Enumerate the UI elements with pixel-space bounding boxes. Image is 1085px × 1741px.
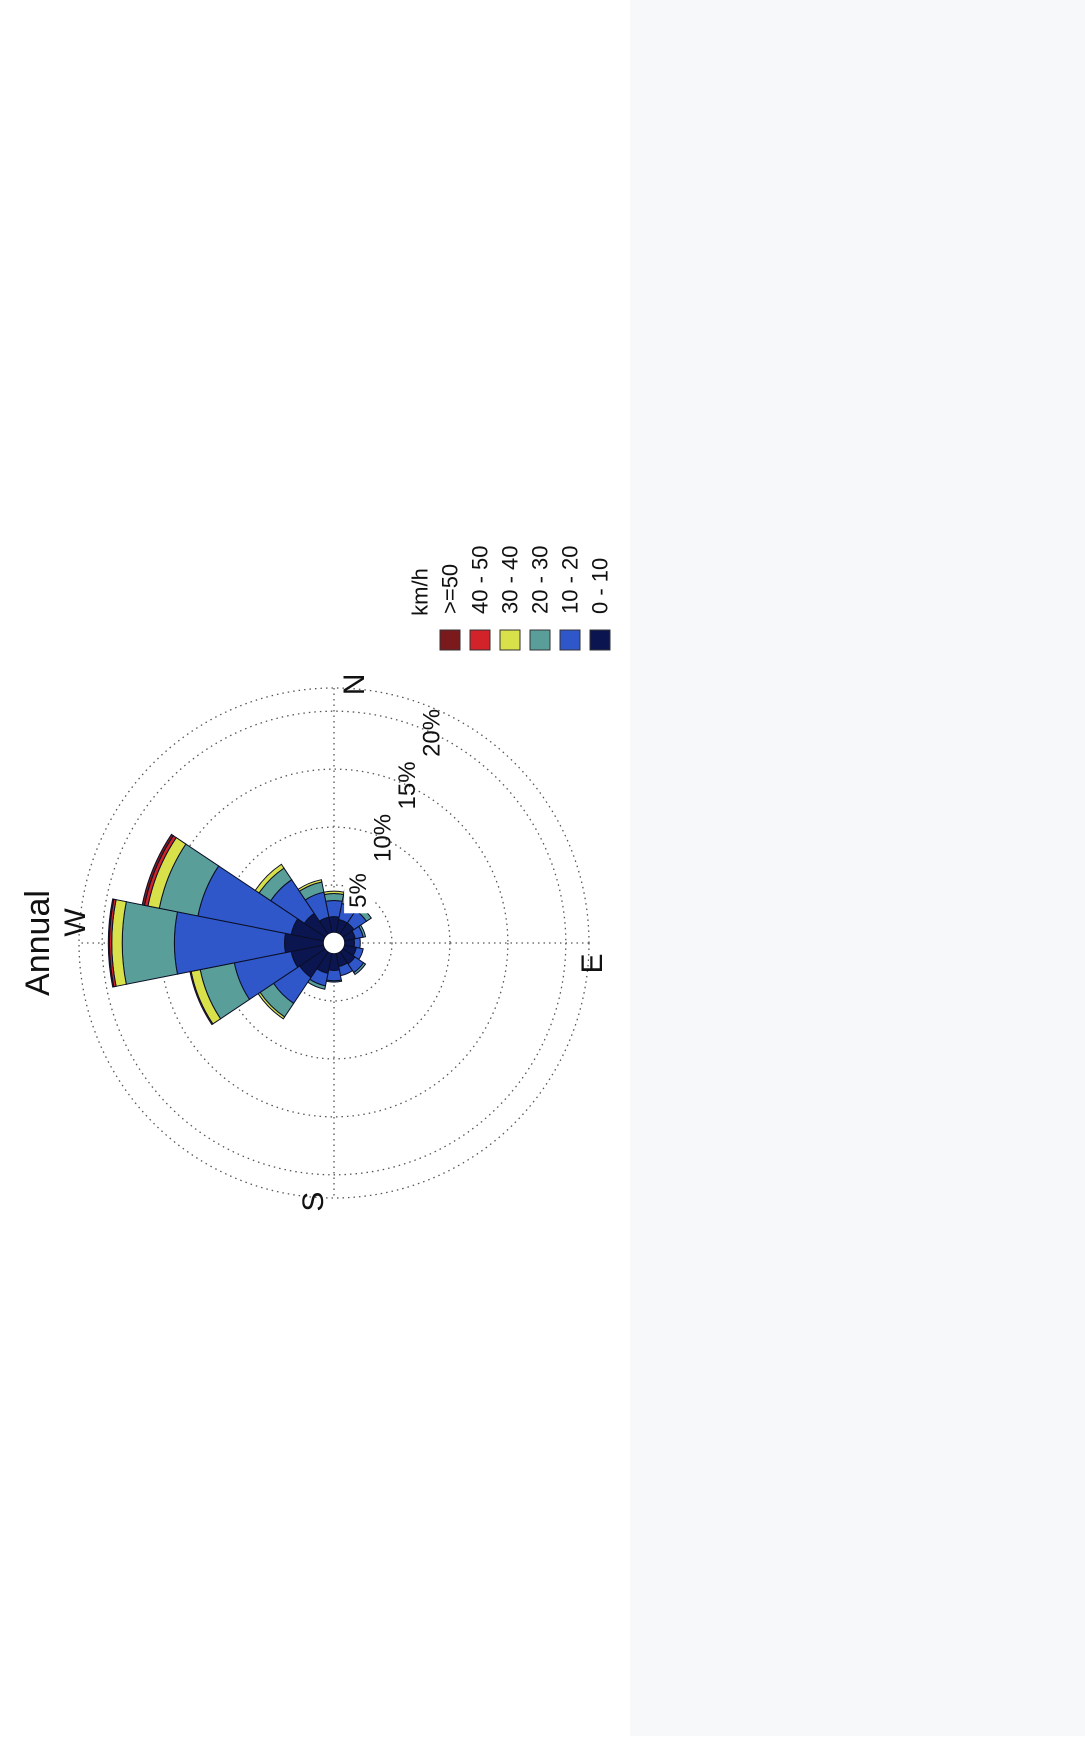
petal-s-bin-1 [326, 969, 342, 982]
petal-n-bin-2 [323, 893, 345, 902]
legend-swatch [499, 629, 521, 651]
legend-swatch [439, 629, 461, 651]
legend-title: km/h [408, 568, 433, 616]
ring-label-background [344, 867, 373, 914]
legend-label: 20 - 30 [528, 546, 553, 615]
compass-label-w: W [59, 908, 92, 937]
legend-swatch [469, 629, 491, 651]
petal-s-bin-2 [325, 979, 343, 983]
petal-ene-bin-2 [358, 924, 367, 938]
compass-label-s: S [297, 1192, 330, 1212]
petal-nnw-bin-3 [297, 879, 323, 892]
seasonal-panel-background [630, 0, 1085, 1736]
petal-w-bin-5 [107, 898, 115, 988]
compass-label-e: E [576, 953, 609, 973]
petal-n-bin-3 [323, 890, 345, 896]
petal-se-bin-2 [353, 962, 367, 976]
petal-nw-bin-3 [254, 863, 285, 894]
ring-label: 10% [369, 814, 396, 862]
legend-swatch [529, 629, 551, 651]
center-hole [322, 931, 346, 955]
ring-label: 5% [345, 873, 372, 908]
petal-wnw-bin-5 [141, 833, 175, 906]
legend: km/h >=50 40 - 50 30 - 40 20 - 30 10 - 20 0 - … [408, 546, 613, 651]
legend-label: 40 - 50 [468, 546, 493, 615]
legend-swatch [559, 629, 581, 651]
legend-swatch [589, 629, 611, 651]
ring-label: 15% [394, 761, 421, 809]
petal-w-bin-2 [121, 901, 179, 985]
petal-e-bin-1 [353, 937, 361, 949]
compass-label-n: N [338, 674, 371, 696]
legend-label: 0 - 10 [588, 558, 613, 614]
windrose-title: Annual [19, 890, 57, 996]
legend-label: 10 - 20 [558, 546, 583, 615]
legend-label: 30 - 40 [498, 546, 523, 615]
ring-label: 20% [418, 709, 445, 757]
legend-label: >=50 [438, 564, 463, 614]
